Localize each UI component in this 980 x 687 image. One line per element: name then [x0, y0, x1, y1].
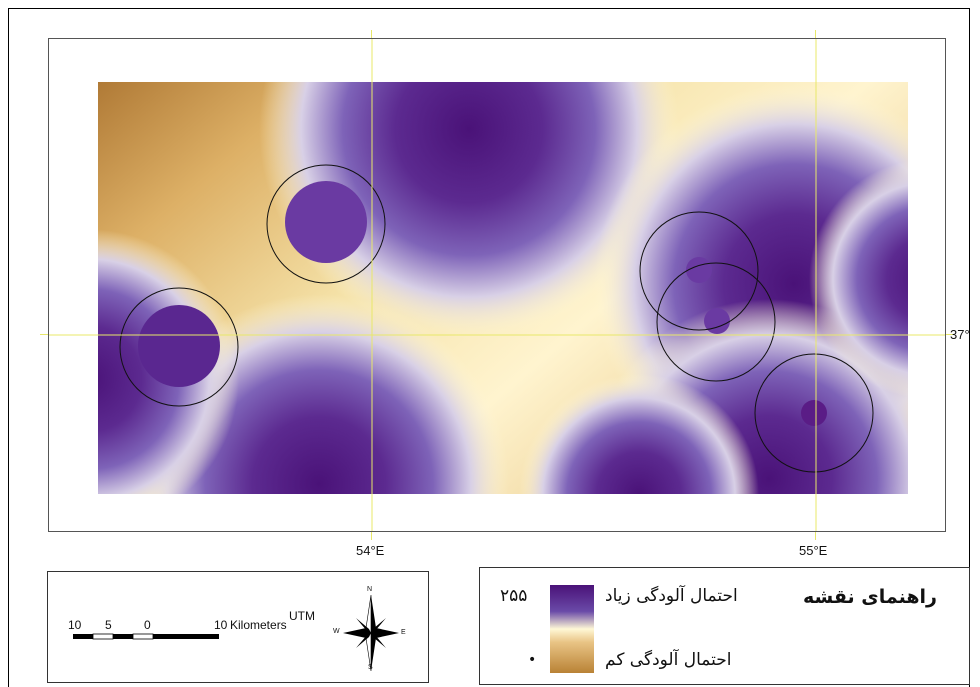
- pollution-raster: [98, 82, 908, 494]
- buffer-ring-4: [656, 262, 776, 382]
- scale-tick-label-10-left: 10: [68, 618, 82, 632]
- hotspot-north: [259, 82, 679, 339]
- compass-w: W: [333, 628, 340, 635]
- meridian-54-tick-top: [371, 30, 372, 38]
- compass-rose-icon: [343, 594, 399, 672]
- scale-unit-label: Kilometers: [230, 618, 287, 632]
- legend-title: راهنمای نقشه: [803, 586, 937, 608]
- scale-tick-label-5: 5: [105, 618, 112, 632]
- buffer-rings: [119, 164, 874, 473]
- legend-high-value: ۲۵۵: [500, 586, 528, 606]
- scale-tick-label-10-right: 10: [214, 618, 228, 632]
- site-disk-5: [801, 400, 827, 426]
- legend-low-value: •: [528, 652, 537, 668]
- scale-tick-label-0: 0: [144, 618, 151, 632]
- legend-high-label: احتمال آلودگی زیاد: [605, 586, 738, 606]
- lon-label-54: 54°E: [356, 543, 385, 558]
- map-canvas: [49, 39, 945, 531]
- figure-frame: [8, 8, 970, 687]
- compass-n: N: [367, 586, 373, 593]
- parallel-37-tick-left: [40, 334, 48, 335]
- buffer-ring-2: [119, 287, 239, 407]
- site-disk-3: [686, 257, 712, 283]
- scale-projection-label: UTM: [289, 609, 315, 623]
- scale-bar-panel: 10 5 0 10 Kilometers UTM N S E W: [47, 571, 429, 683]
- graticule: [49, 39, 945, 531]
- compass-e: E: [401, 629, 406, 636]
- buffer-ring-5: [754, 353, 874, 473]
- lat-label-37: 37°: [950, 327, 970, 342]
- legend-color-ramp: [550, 585, 594, 673]
- legend-low-label: احتمال آلودگی کم: [605, 650, 732, 670]
- lon-label-55: 55°E: [799, 543, 828, 558]
- scale-bar: [73, 633, 219, 640]
- parallel-37-tick-right: [946, 334, 954, 335]
- legend-panel: راهنمای نقشه احتمال آلودگی زیاد احتمال آ…: [479, 567, 970, 685]
- hotspot-far-east: [809, 160, 908, 398]
- hotspot-south-east-2: [519, 374, 759, 494]
- meridian-54-tick: [371, 532, 372, 540]
- compass-s: S: [368, 664, 373, 671]
- site-disk-1: [285, 181, 367, 263]
- meridian-55-tick: [815, 532, 816, 540]
- site-disk-2: [138, 305, 220, 387]
- meridian-55-tick-top: [815, 30, 816, 38]
- buffer-ring-1: [266, 164, 386, 284]
- map-frame: [48, 38, 946, 532]
- site-disk-4: [704, 308, 730, 334]
- buffer-ring-3: [639, 211, 759, 331]
